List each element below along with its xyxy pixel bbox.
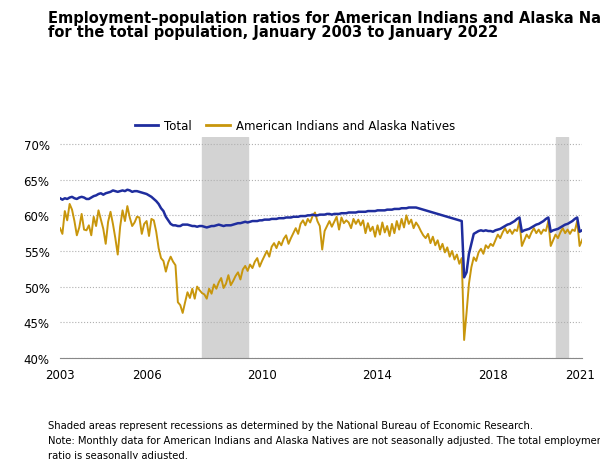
Text: Shaded areas represent recessions as determined by the National Bureau of Econom: Shaded areas represent recessions as det… bbox=[48, 420, 533, 430]
Bar bbox=[556, 138, 568, 358]
Total bbox=[386, 207, 393, 213]
Text: for the total population, January 2003 to January 2022: for the total population, January 2003 t… bbox=[48, 25, 498, 40]
Total bbox=[56, 196, 64, 202]
Total bbox=[388, 207, 395, 213]
Total bbox=[145, 193, 152, 199]
Line: American Indians and Alaska Natives: American Indians and Alaska Natives bbox=[60, 205, 600, 340]
Total bbox=[124, 188, 131, 193]
American Indians and Alaska Natives bbox=[326, 219, 333, 224]
Text: Note: Monthly data for American Indians and Alaska Natives are not seasonally ad: Note: Monthly data for American Indians … bbox=[48, 435, 600, 445]
Legend: Total, American Indians and Alaska Natives: Total, American Indians and Alaska Nativ… bbox=[130, 115, 460, 137]
American Indians and Alaska Natives bbox=[386, 234, 393, 239]
Text: Employment–population ratios for American Indians and Alaska Natives and: Employment–population ratios for America… bbox=[48, 11, 600, 27]
Total bbox=[326, 212, 333, 217]
Total bbox=[461, 275, 468, 280]
American Indians and Alaska Natives bbox=[145, 234, 152, 239]
American Indians and Alaska Natives bbox=[66, 202, 73, 207]
American Indians and Alaska Natives bbox=[56, 226, 64, 231]
Total bbox=[552, 227, 559, 233]
Total bbox=[199, 224, 206, 230]
Bar bbox=[202, 138, 248, 358]
American Indians and Alaska Natives bbox=[199, 291, 206, 296]
American Indians and Alaska Natives bbox=[461, 337, 468, 343]
American Indians and Alaska Natives bbox=[552, 232, 559, 238]
American Indians and Alaska Natives bbox=[388, 222, 395, 227]
Text: ratio is seasonally adjusted.: ratio is seasonally adjusted. bbox=[48, 450, 188, 459]
Line: Total: Total bbox=[60, 190, 600, 278]
